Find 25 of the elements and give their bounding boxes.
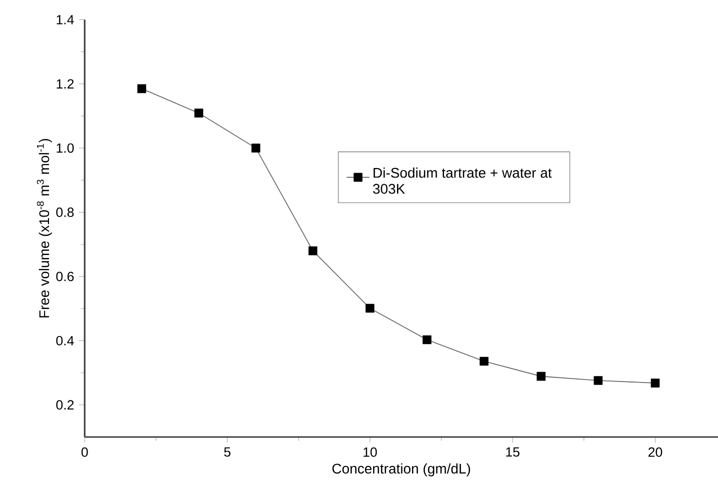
x-axis-title: Concentration (gm/dL)	[332, 463, 470, 476]
point	[251, 144, 260, 152]
point	[594, 376, 603, 385]
point	[366, 304, 374, 313]
point	[308, 246, 318, 256]
y-tick-label: 1.4	[56, 15, 74, 24]
y-tick-label: 1.2	[56, 79, 74, 89]
y-tick-label: 0.4	[56, 336, 74, 346]
y-tick-label: 1.0	[56, 143, 74, 153]
point	[536, 372, 546, 381]
y-axis-title: Free volume (x10$^{-8}$ m$^{3}$ mol$^{-1}$)	[36, 138, 52, 318]
x-tick-label: 20	[648, 447, 662, 457]
legend-label: Di-Sodium tartrate + water at 303K	[373, 168, 552, 194]
point	[194, 108, 204, 118]
y-tick-label: 0.2	[56, 400, 74, 410]
point	[422, 335, 432, 344]
point	[137, 84, 146, 94]
x-tick-label: 0	[81, 447, 88, 457]
x-tick-label: 15	[506, 447, 520, 457]
x-tick-label: 5	[224, 447, 230, 457]
y-tick-label: 0.8	[56, 208, 74, 217]
point	[480, 356, 488, 366]
point	[650, 378, 660, 388]
x-tick-label: 10	[364, 447, 377, 457]
y-tick-label: 0.6	[56, 272, 74, 282]
